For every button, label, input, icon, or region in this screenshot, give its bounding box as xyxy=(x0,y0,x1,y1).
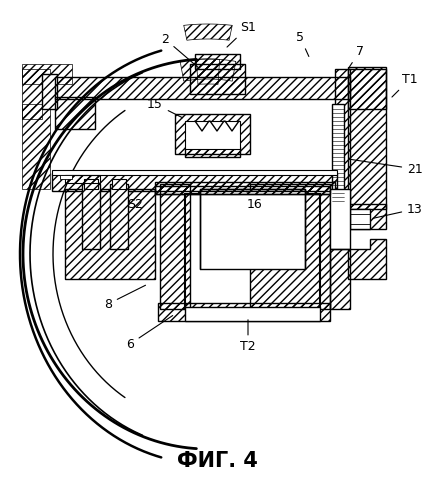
Bar xyxy=(52,173,336,191)
Text: 5: 5 xyxy=(295,30,308,56)
Bar xyxy=(112,179,126,189)
Bar xyxy=(347,69,385,209)
Bar xyxy=(65,175,100,183)
Bar xyxy=(22,69,50,189)
Bar xyxy=(110,184,128,249)
Bar xyxy=(52,170,336,175)
Bar xyxy=(347,67,385,109)
Bar xyxy=(55,97,95,129)
Text: T2: T2 xyxy=(240,320,255,353)
Text: 21: 21 xyxy=(350,159,422,176)
Bar xyxy=(155,182,334,194)
Bar xyxy=(60,175,72,179)
Bar xyxy=(329,189,349,249)
Bar xyxy=(42,74,57,109)
Bar xyxy=(184,147,240,157)
Bar xyxy=(22,64,72,84)
Bar xyxy=(65,189,155,279)
Bar xyxy=(174,114,250,154)
Bar xyxy=(112,179,126,189)
Bar xyxy=(65,189,155,279)
Text: T1: T1 xyxy=(391,72,417,97)
Bar xyxy=(334,69,349,209)
Bar xyxy=(42,74,57,109)
Bar xyxy=(184,194,319,309)
Bar xyxy=(22,104,42,119)
Bar xyxy=(194,54,240,69)
Bar xyxy=(158,303,329,321)
Bar xyxy=(331,104,343,204)
Bar xyxy=(190,64,244,94)
Text: ФИГ. 4: ФИГ. 4 xyxy=(177,451,257,471)
Bar xyxy=(184,121,240,149)
Bar xyxy=(347,204,385,229)
Text: S2: S2 xyxy=(127,192,143,211)
Text: 13: 13 xyxy=(372,203,422,219)
Bar xyxy=(84,179,98,189)
Text: 7: 7 xyxy=(349,44,363,67)
Text: 2: 2 xyxy=(161,32,197,67)
Bar xyxy=(200,189,304,269)
Bar xyxy=(349,209,369,229)
Text: 15: 15 xyxy=(147,97,182,118)
Text: S1: S1 xyxy=(227,20,255,47)
Bar xyxy=(55,77,349,99)
Bar xyxy=(82,184,100,249)
Text: 6: 6 xyxy=(126,315,172,350)
Bar xyxy=(160,184,190,309)
Bar xyxy=(329,249,349,309)
Text: 16: 16 xyxy=(246,191,262,211)
Bar xyxy=(184,307,319,321)
Bar xyxy=(84,179,98,189)
Text: 8: 8 xyxy=(104,285,145,310)
Bar xyxy=(82,184,100,249)
Bar xyxy=(110,184,128,249)
Bar xyxy=(155,186,329,194)
Bar xyxy=(250,184,329,309)
